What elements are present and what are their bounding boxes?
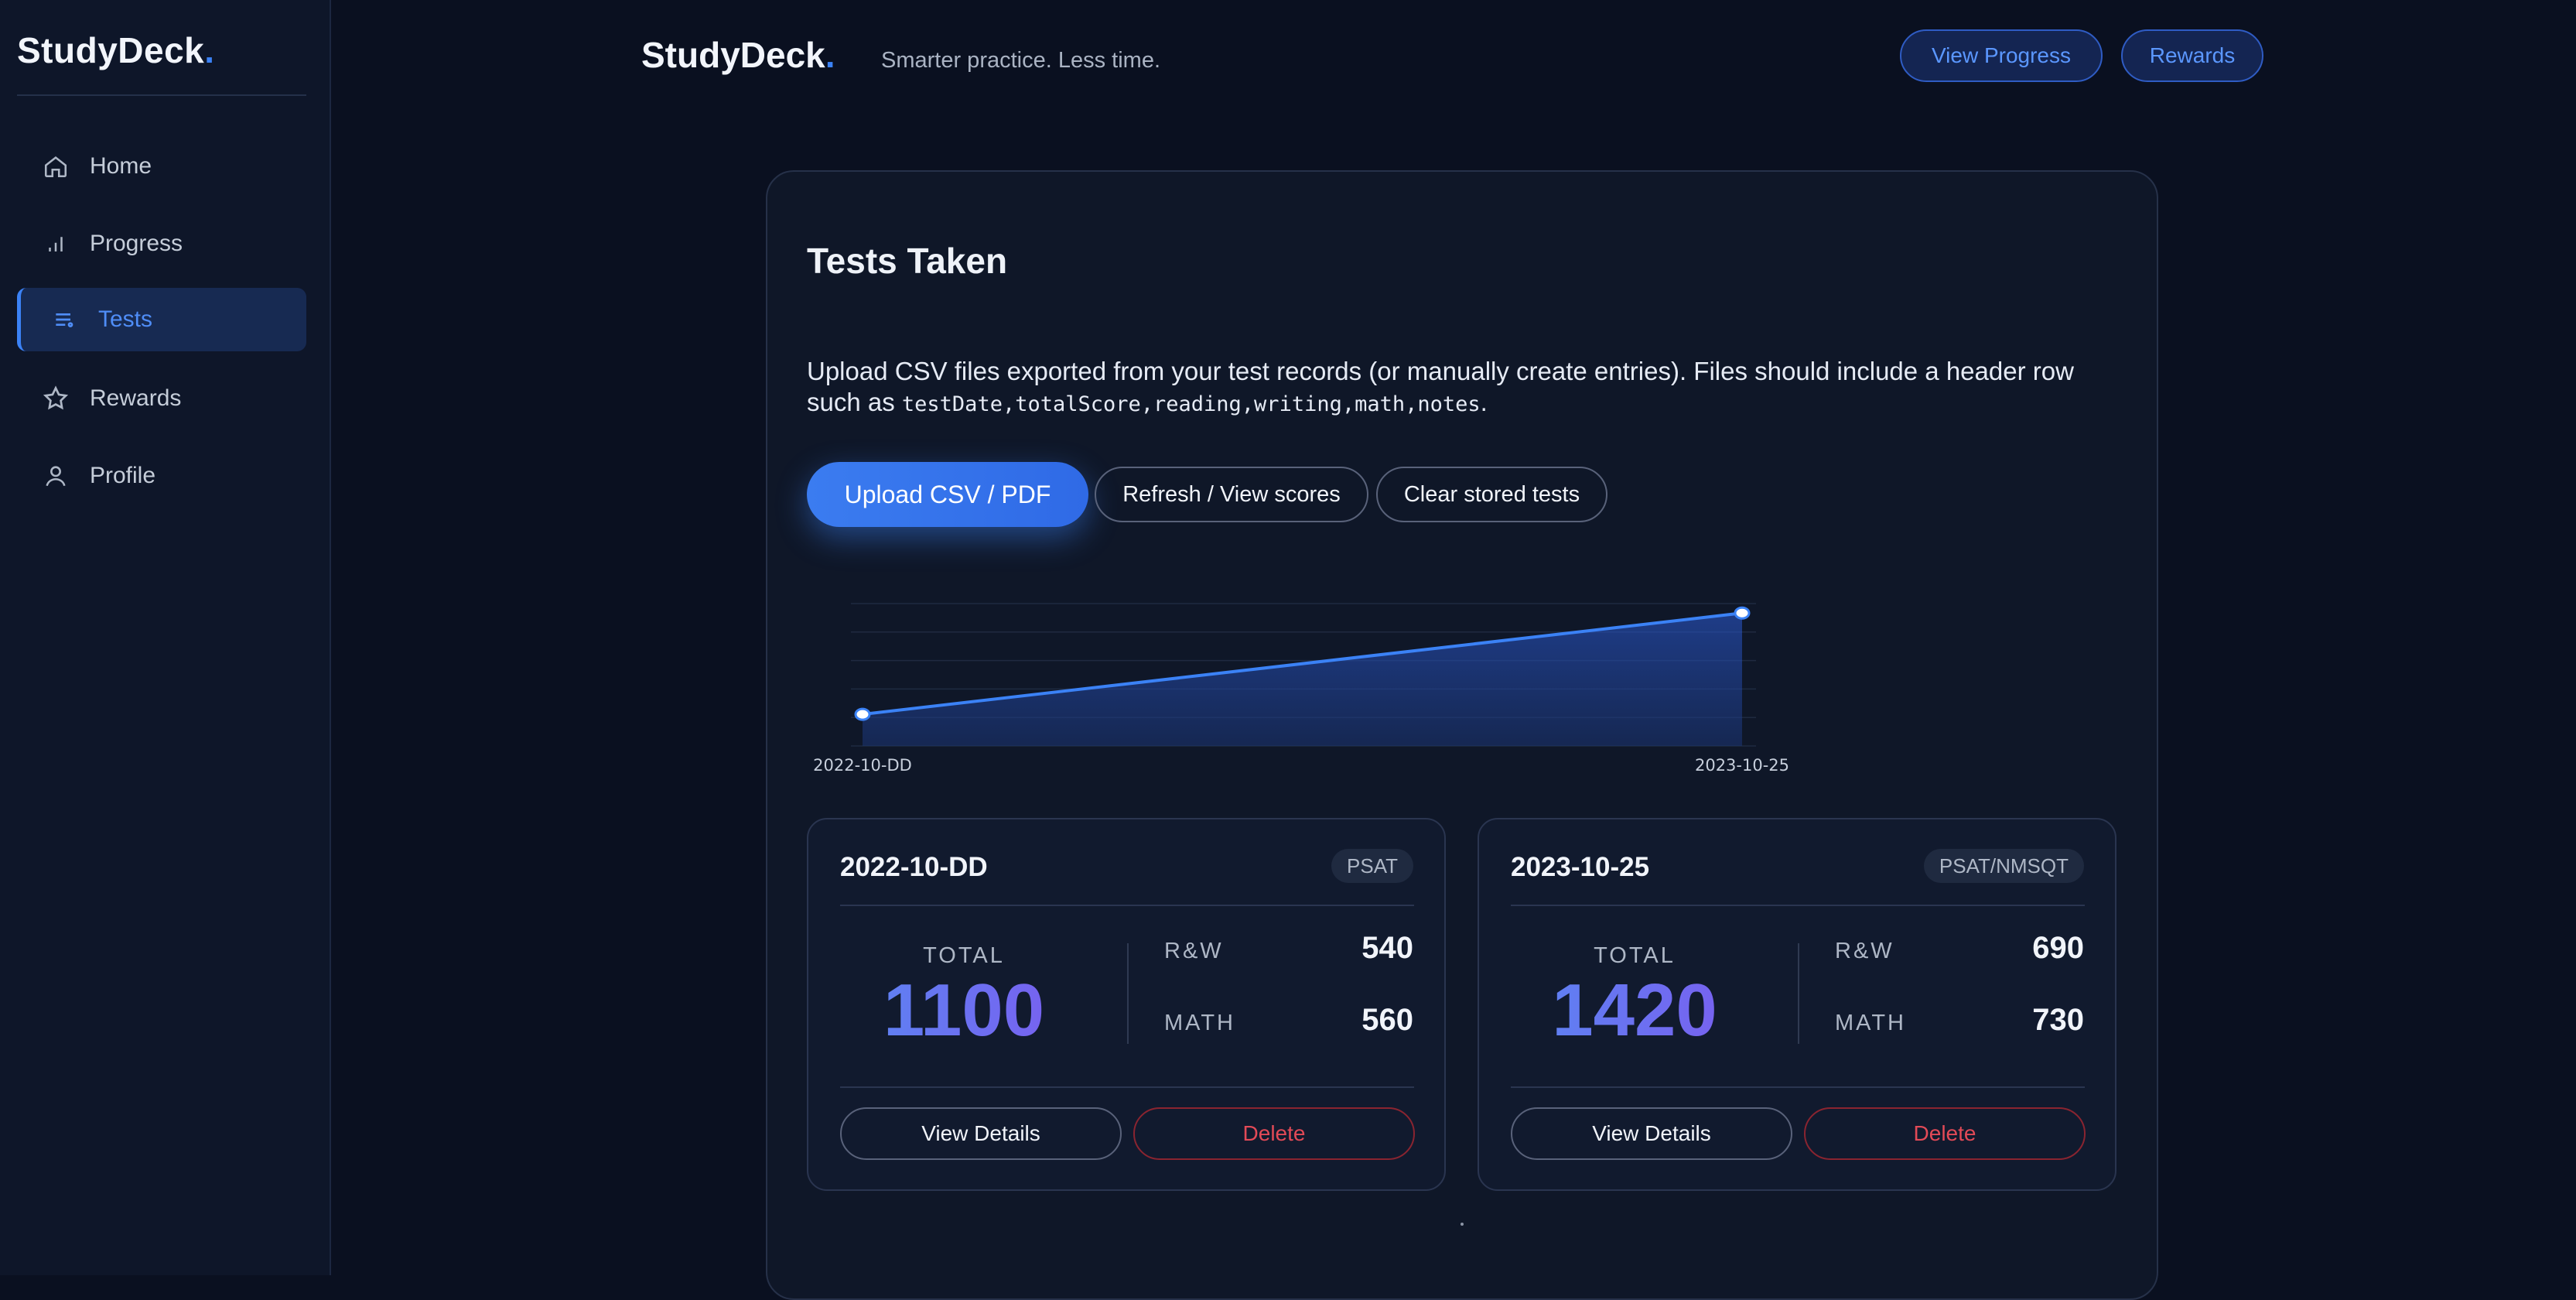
refresh-scores-button[interactable]: Refresh / View scores: [1095, 467, 1368, 522]
sidebar-item-label: Progress: [90, 231, 183, 256]
sidebar-item-label: Rewards: [90, 385, 182, 411]
sidebar-item-progress[interactable]: Progress: [17, 212, 306, 275]
sidebar-item-rewards[interactable]: Rewards: [17, 367, 306, 430]
math-score: 560: [1361, 1003, 1413, 1037]
score-trend-chart: 2022-10-DD 2023-10-25: [813, 603, 1789, 775]
rw-label: R&W: [1164, 939, 1224, 963]
math-score: 730: [2032, 1003, 2084, 1037]
rw-score: 540: [1361, 931, 1413, 965]
chart-point: [854, 707, 871, 721]
sidebar-logo[interactable]: StudyDeck.: [17, 30, 215, 70]
chart-x-tick-label: 2023-10-25: [1695, 756, 1789, 775]
sidebar-item-home[interactable]: Home: [17, 135, 306, 198]
page-title: Tests Taken: [807, 241, 1008, 281]
test-card: 2022-10-DD PSAT TOTAL 1100 R&W 540 MATH …: [807, 818, 1446, 1191]
sidebar: StudyDeck. Home Progress Tests Rewards P…: [0, 0, 331, 1275]
view-details-button[interactable]: View Details: [1511, 1107, 1792, 1160]
total-score: 1100: [840, 968, 1088, 1053]
rw-label: R&W: [1835, 939, 1894, 963]
bar-chart-icon: [40, 228, 71, 259]
list-icon: [49, 304, 80, 335]
csv-header-example: testDate,totalScore,reading,writing,math…: [901, 392, 1481, 416]
chart-x-tick-label: 2022-10-DD: [813, 756, 912, 775]
user-icon: [40, 460, 71, 491]
sidebar-divider: [17, 94, 306, 96]
page-indicator-dot: [1461, 1223, 1464, 1226]
divider: [1511, 905, 2085, 906]
test-date: 2022-10-DD: [840, 852, 988, 882]
chart-point: [1734, 606, 1751, 620]
divider: [1127, 943, 1129, 1044]
math-label: MATH: [1835, 1011, 1907, 1035]
delete-button[interactable]: Delete: [1133, 1107, 1415, 1160]
chart-series-line: [862, 611, 1743, 717]
chart-area-fill: [863, 613, 1742, 746]
sidebar-item-label: Tests: [98, 306, 153, 332]
view-progress-button[interactable]: View Progress: [1900, 29, 2103, 82]
divider: [840, 1086, 1414, 1088]
header-logo[interactable]: StudyDeck.: [641, 35, 835, 75]
total-label: TOTAL: [1594, 943, 1676, 968]
upload-description: Upload CSV files exported from your test…: [807, 357, 2074, 416]
test-type-badge: PSAT: [1331, 849, 1413, 883]
star-icon: [40, 383, 71, 414]
delete-button[interactable]: Delete: [1804, 1107, 2086, 1160]
sidebar-item-label: Profile: [90, 463, 156, 488]
rewards-button[interactable]: Rewards: [2121, 29, 2263, 82]
divider: [1511, 1086, 2085, 1088]
divider: [1798, 943, 1799, 1044]
view-details-button[interactable]: View Details: [840, 1107, 1122, 1160]
test-type-badge: PSAT/NMSQT: [1923, 849, 2084, 883]
header-tagline: Smarter practice. Less time.: [881, 48, 1160, 73]
rw-score: 690: [2032, 931, 2084, 965]
sidebar-item-label: Home: [90, 153, 152, 179]
sidebar-item-profile[interactable]: Profile: [17, 444, 306, 508]
sidebar-item-tests[interactable]: Tests: [17, 288, 306, 351]
test-card: 2023-10-25 PSAT/NMSQT TOTAL 1420 R&W 690…: [1478, 818, 2116, 1191]
math-label: MATH: [1164, 1011, 1236, 1035]
clear-tests-button[interactable]: Clear stored tests: [1376, 467, 1607, 522]
home-icon: [40, 151, 71, 182]
total-label: TOTAL: [923, 943, 1005, 968]
test-date: 2023-10-25: [1511, 852, 1650, 882]
total-score: 1420: [1511, 968, 1758, 1053]
upload-button[interactable]: Upload CSV / PDF: [807, 462, 1088, 527]
divider: [840, 905, 1414, 906]
